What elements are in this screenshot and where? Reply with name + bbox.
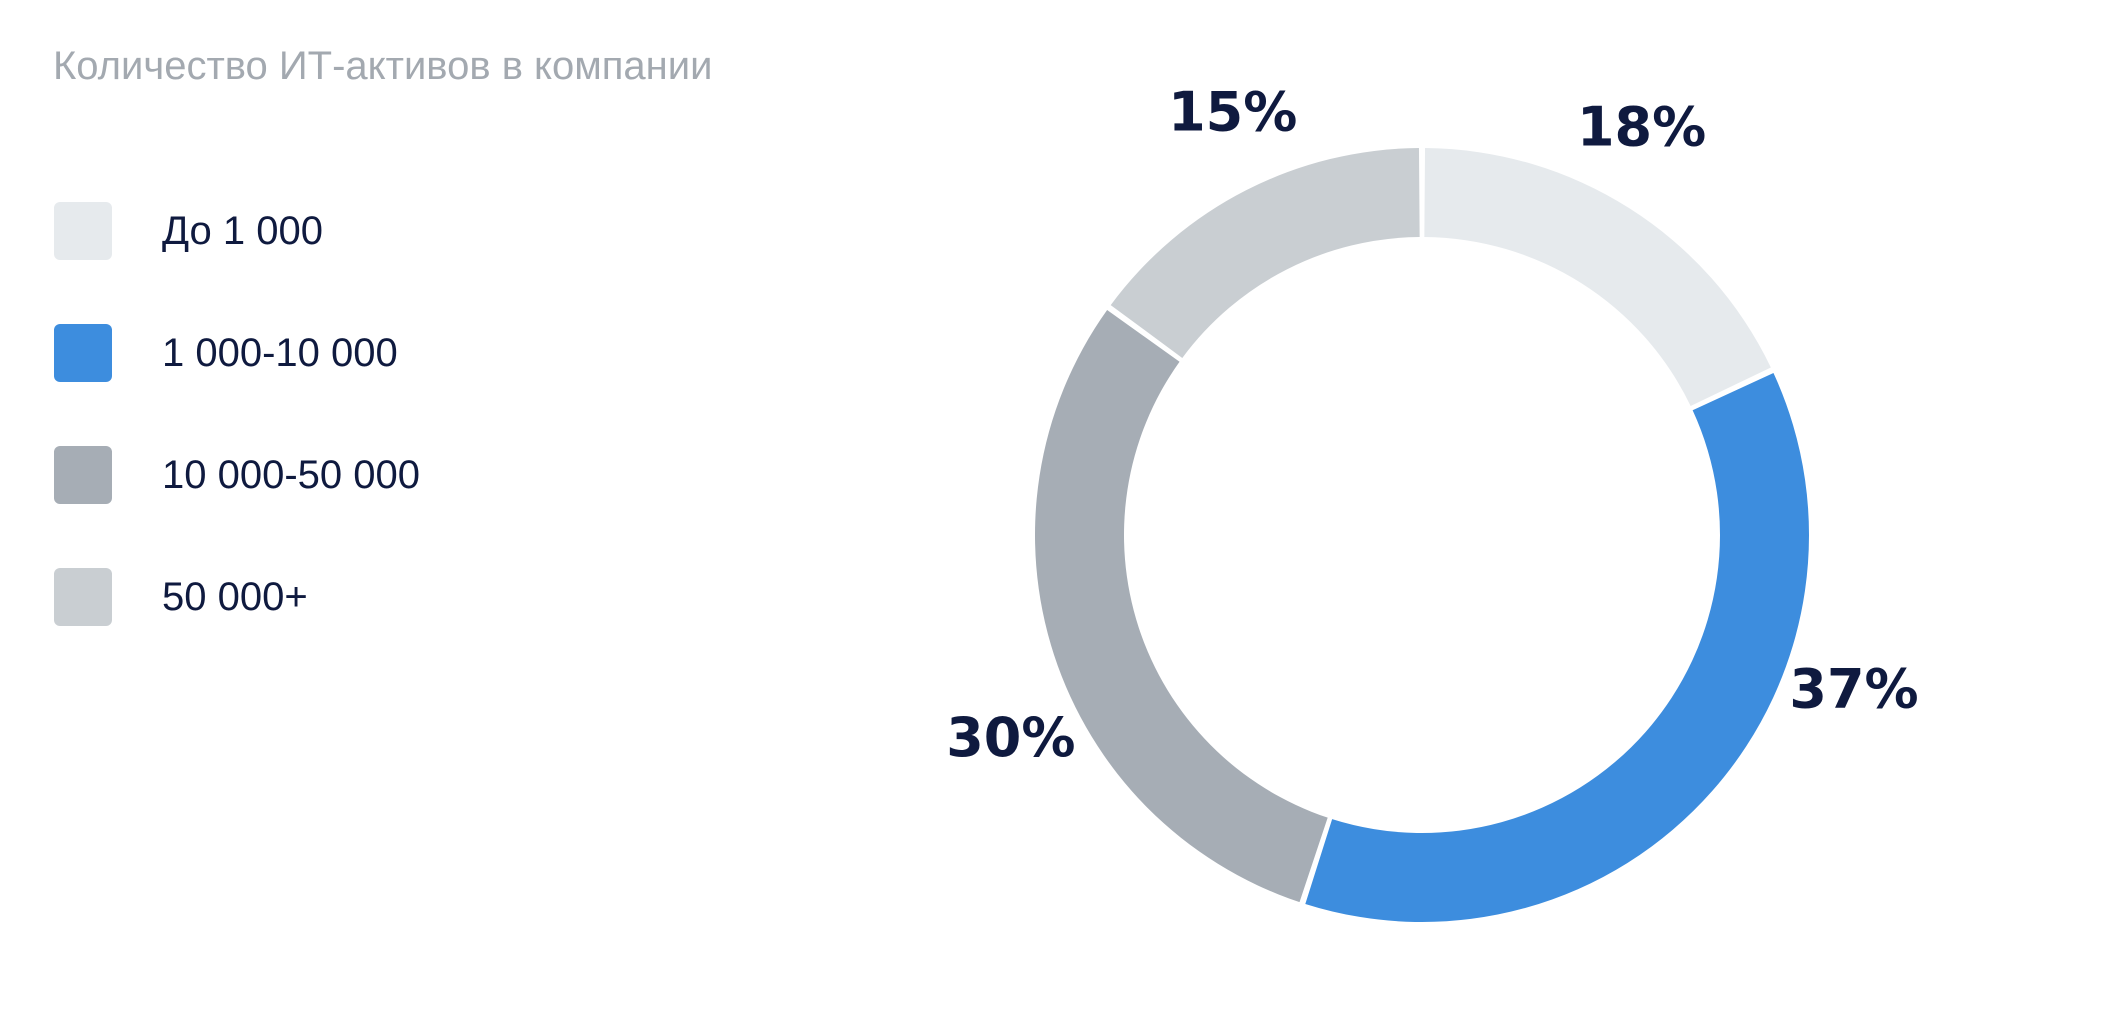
legend-label: 10 000-50 000 bbox=[162, 453, 421, 497]
donut-slices bbox=[1035, 148, 1810, 923]
legend-label: До 1 000 bbox=[162, 209, 323, 253]
donut-slice bbox=[1305, 372, 1810, 923]
donut-value-labels: 18% 37% 30% 15% bbox=[946, 80, 1918, 769]
legend-swatch bbox=[54, 446, 112, 504]
legend-item-upto-1000: До 1 000 bbox=[54, 202, 554, 260]
slice-value-label: 18% bbox=[1577, 95, 1706, 158]
slice-value-label: 37% bbox=[1789, 658, 1918, 721]
donut-slice bbox=[1424, 148, 1771, 407]
legend-item-10000-50000: 10 000-50 000 bbox=[54, 446, 554, 504]
legend-label: 50 000+ bbox=[162, 575, 308, 619]
legend-swatch bbox=[54, 324, 112, 382]
legend-swatch bbox=[54, 568, 112, 626]
slice-value-label: 30% bbox=[946, 706, 1075, 769]
legend-item-50000-plus: 50 000+ bbox=[54, 568, 554, 626]
legend-item-1000-10000: 1 000-10 000 bbox=[54, 324, 554, 382]
legend-swatch bbox=[54, 202, 112, 260]
legend-label: 1 000-10 000 bbox=[162, 331, 398, 375]
donut-slice bbox=[1035, 309, 1328, 903]
chart-title: Количество ИТ-активов в компании bbox=[53, 44, 713, 88]
slice-value-label: 15% bbox=[1168, 80, 1297, 143]
donut-slice bbox=[1110, 148, 1420, 358]
